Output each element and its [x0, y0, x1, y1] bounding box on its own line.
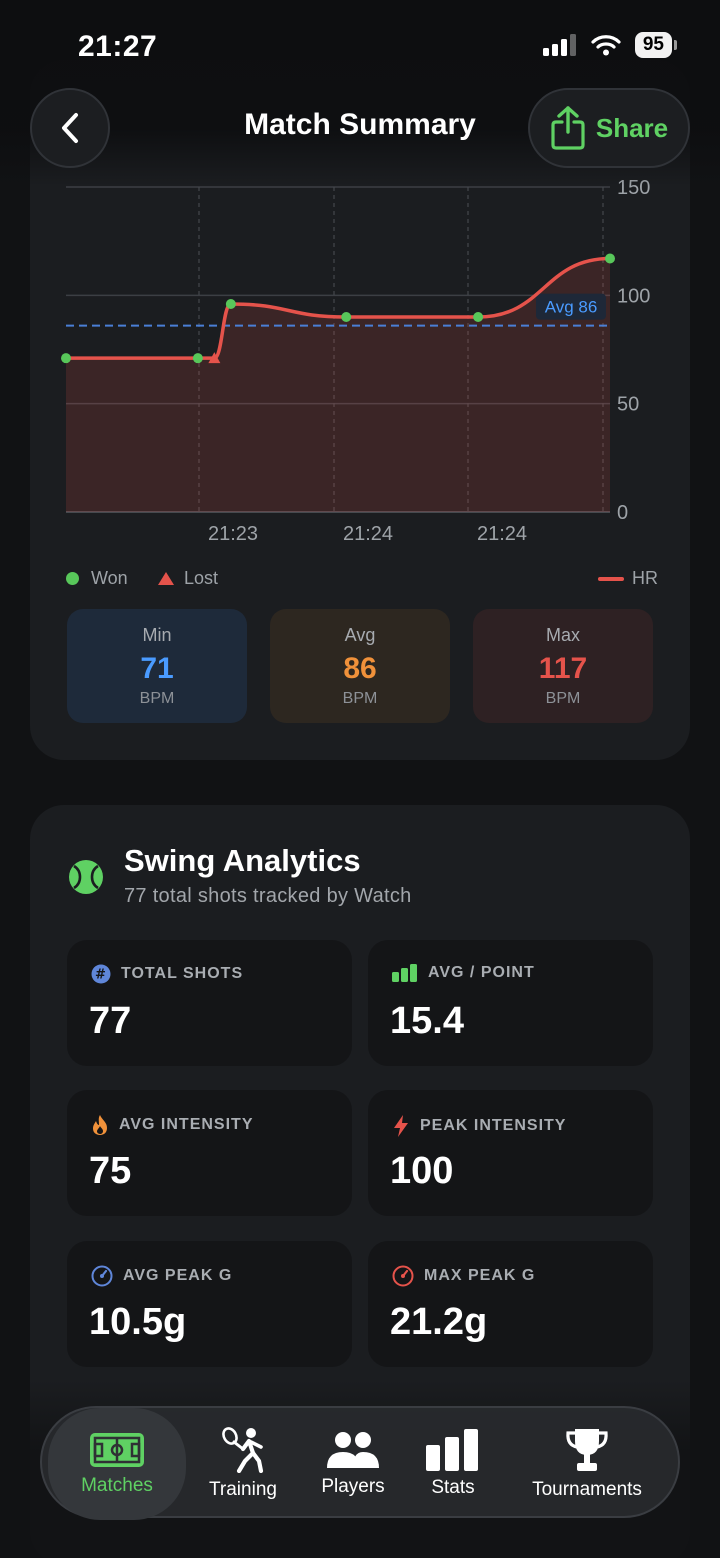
tennis-player-icon — [222, 1427, 264, 1473]
average-label-bg — [536, 293, 606, 320]
won-point — [473, 312, 484, 322]
tile-label: AVG INTENSITY — [119, 1116, 254, 1133]
tile-value: 77 — [89, 1000, 132, 1042]
status-icons: 95 — [542, 32, 678, 58]
status-time: 21:27 — [78, 30, 158, 63]
tab-stats[interactable]: Stats — [408, 1408, 498, 1520]
tab-label: Stats — [431, 1477, 475, 1498]
tab-label: Tournaments — [532, 1479, 642, 1500]
legend-won: Won — [66, 568, 128, 589]
tile-peak-intensity: PEAK INTENSITY 100 — [368, 1090, 653, 1216]
back-button[interactable] — [30, 88, 110, 168]
lost-marker-icon — [158, 572, 174, 585]
stat-unit: BPM — [545, 689, 581, 707]
tab-players[interactable]: Players — [298, 1408, 408, 1520]
gauge-icon — [91, 1265, 113, 1287]
stat-value: 71 — [140, 651, 174, 685]
tab-training[interactable]: Training — [188, 1408, 298, 1520]
y-tick-label: 100 — [617, 285, 650, 307]
won-point — [225, 299, 236, 309]
court-icon — [90, 1433, 144, 1467]
stat-unit: BPM — [139, 689, 175, 707]
won-point — [605, 253, 615, 264]
svg-text:#: # — [95, 968, 107, 983]
tile-label: AVG / POINT — [428, 964, 535, 981]
tile-value: 21.2g — [390, 1301, 488, 1343]
y-tick-label: 50 — [617, 394, 639, 416]
tile-avg-point: AVG / POINT 15.4 — [368, 940, 653, 1066]
average-label: Avg 86 — [545, 298, 598, 317]
y-tick-label: 0 — [617, 502, 628, 524]
tile-avg-peak-g: AVG PEAK G 10.5g — [67, 1241, 352, 1367]
hr-line-icon — [598, 576, 624, 581]
legend-lost: Lost — [158, 568, 218, 589]
tab-matches[interactable]: Matches — [48, 1408, 186, 1520]
won-point — [341, 312, 352, 322]
tile-label: AVG PEAK G — [123, 1267, 233, 1284]
x-tick-label: 21:23 — [208, 523, 258, 545]
tennis-ball-icon — [69, 860, 103, 894]
gauge-icon — [392, 1265, 414, 1287]
tile-label: TOTAL SHOTS — [121, 965, 244, 982]
share-button[interactable]: Share — [528, 88, 690, 168]
x-tick-label: 21:24 — [477, 523, 527, 545]
legend-won-label: Won — [91, 568, 128, 588]
stat-unit: BPM — [342, 689, 378, 707]
trophy-icon — [566, 1429, 608, 1471]
tile-label: MAX PEAK G — [424, 1267, 536, 1284]
legend-hr: HR — [598, 568, 658, 589]
swing-subtitle: 77 total shots tracked by Watch — [124, 885, 412, 907]
stat-avg: Avg 86 BPM — [270, 609, 450, 723]
stat-min: Min 71 BPM — [67, 609, 247, 723]
chevron-left-icon — [62, 113, 78, 143]
lost-point — [208, 352, 221, 364]
stat-label: Min — [142, 624, 172, 645]
tile-value: 15.4 — [390, 1000, 464, 1042]
tab-bar: Matches Training Players Stats — [40, 1406, 680, 1520]
tile-avg-intensity: AVG INTENSITY 75 — [67, 1090, 352, 1216]
won-point — [61, 353, 71, 364]
wifi-icon — [591, 35, 621, 56]
tile-max-peak-g: MAX PEAK G 21.2g — [368, 1241, 653, 1367]
stat-value: 86 — [343, 651, 377, 685]
tile-value: 75 — [89, 1150, 132, 1192]
hash-icon: # — [91, 964, 111, 984]
tab-label: Matches — [81, 1475, 153, 1496]
people-icon — [327, 1432, 379, 1468]
bolt-icon — [394, 1115, 408, 1137]
won-marker-icon — [66, 572, 79, 585]
share-icon — [551, 106, 585, 150]
stat-label: Max — [545, 624, 580, 645]
bars-icon — [392, 964, 417, 982]
tab-label: Training — [209, 1479, 277, 1500]
stat-value: 117 — [538, 651, 588, 685]
hr-area — [66, 258, 610, 512]
legend-hr-label: HR — [632, 568, 658, 588]
tile-label: PEAK INTENSITY — [420, 1117, 567, 1134]
x-tick-label: 21:24 — [343, 523, 393, 545]
flame-icon — [93, 1115, 107, 1135]
tile-value: 10.5g — [89, 1301, 187, 1343]
tab-tournaments[interactable]: Tournaments — [512, 1408, 662, 1520]
page-title: Match Summary — [244, 108, 476, 141]
signal-icon — [542, 34, 576, 56]
tile-value: 100 — [390, 1150, 454, 1192]
tile-total-shots: # TOTAL SHOTS 77 — [67, 940, 352, 1066]
stat-max: Max 117 BPM — [473, 609, 653, 723]
swing-title: Swing Analytics — [124, 843, 361, 878]
battery-indicator: 95 — [634, 32, 678, 58]
won-point — [192, 353, 203, 364]
tab-label: Players — [321, 1476, 385, 1497]
legend-lost-label: Lost — [184, 568, 219, 588]
stat-label: Avg — [344, 624, 376, 645]
bar-chart-icon — [426, 1429, 478, 1471]
share-label: Share — [595, 112, 669, 143]
